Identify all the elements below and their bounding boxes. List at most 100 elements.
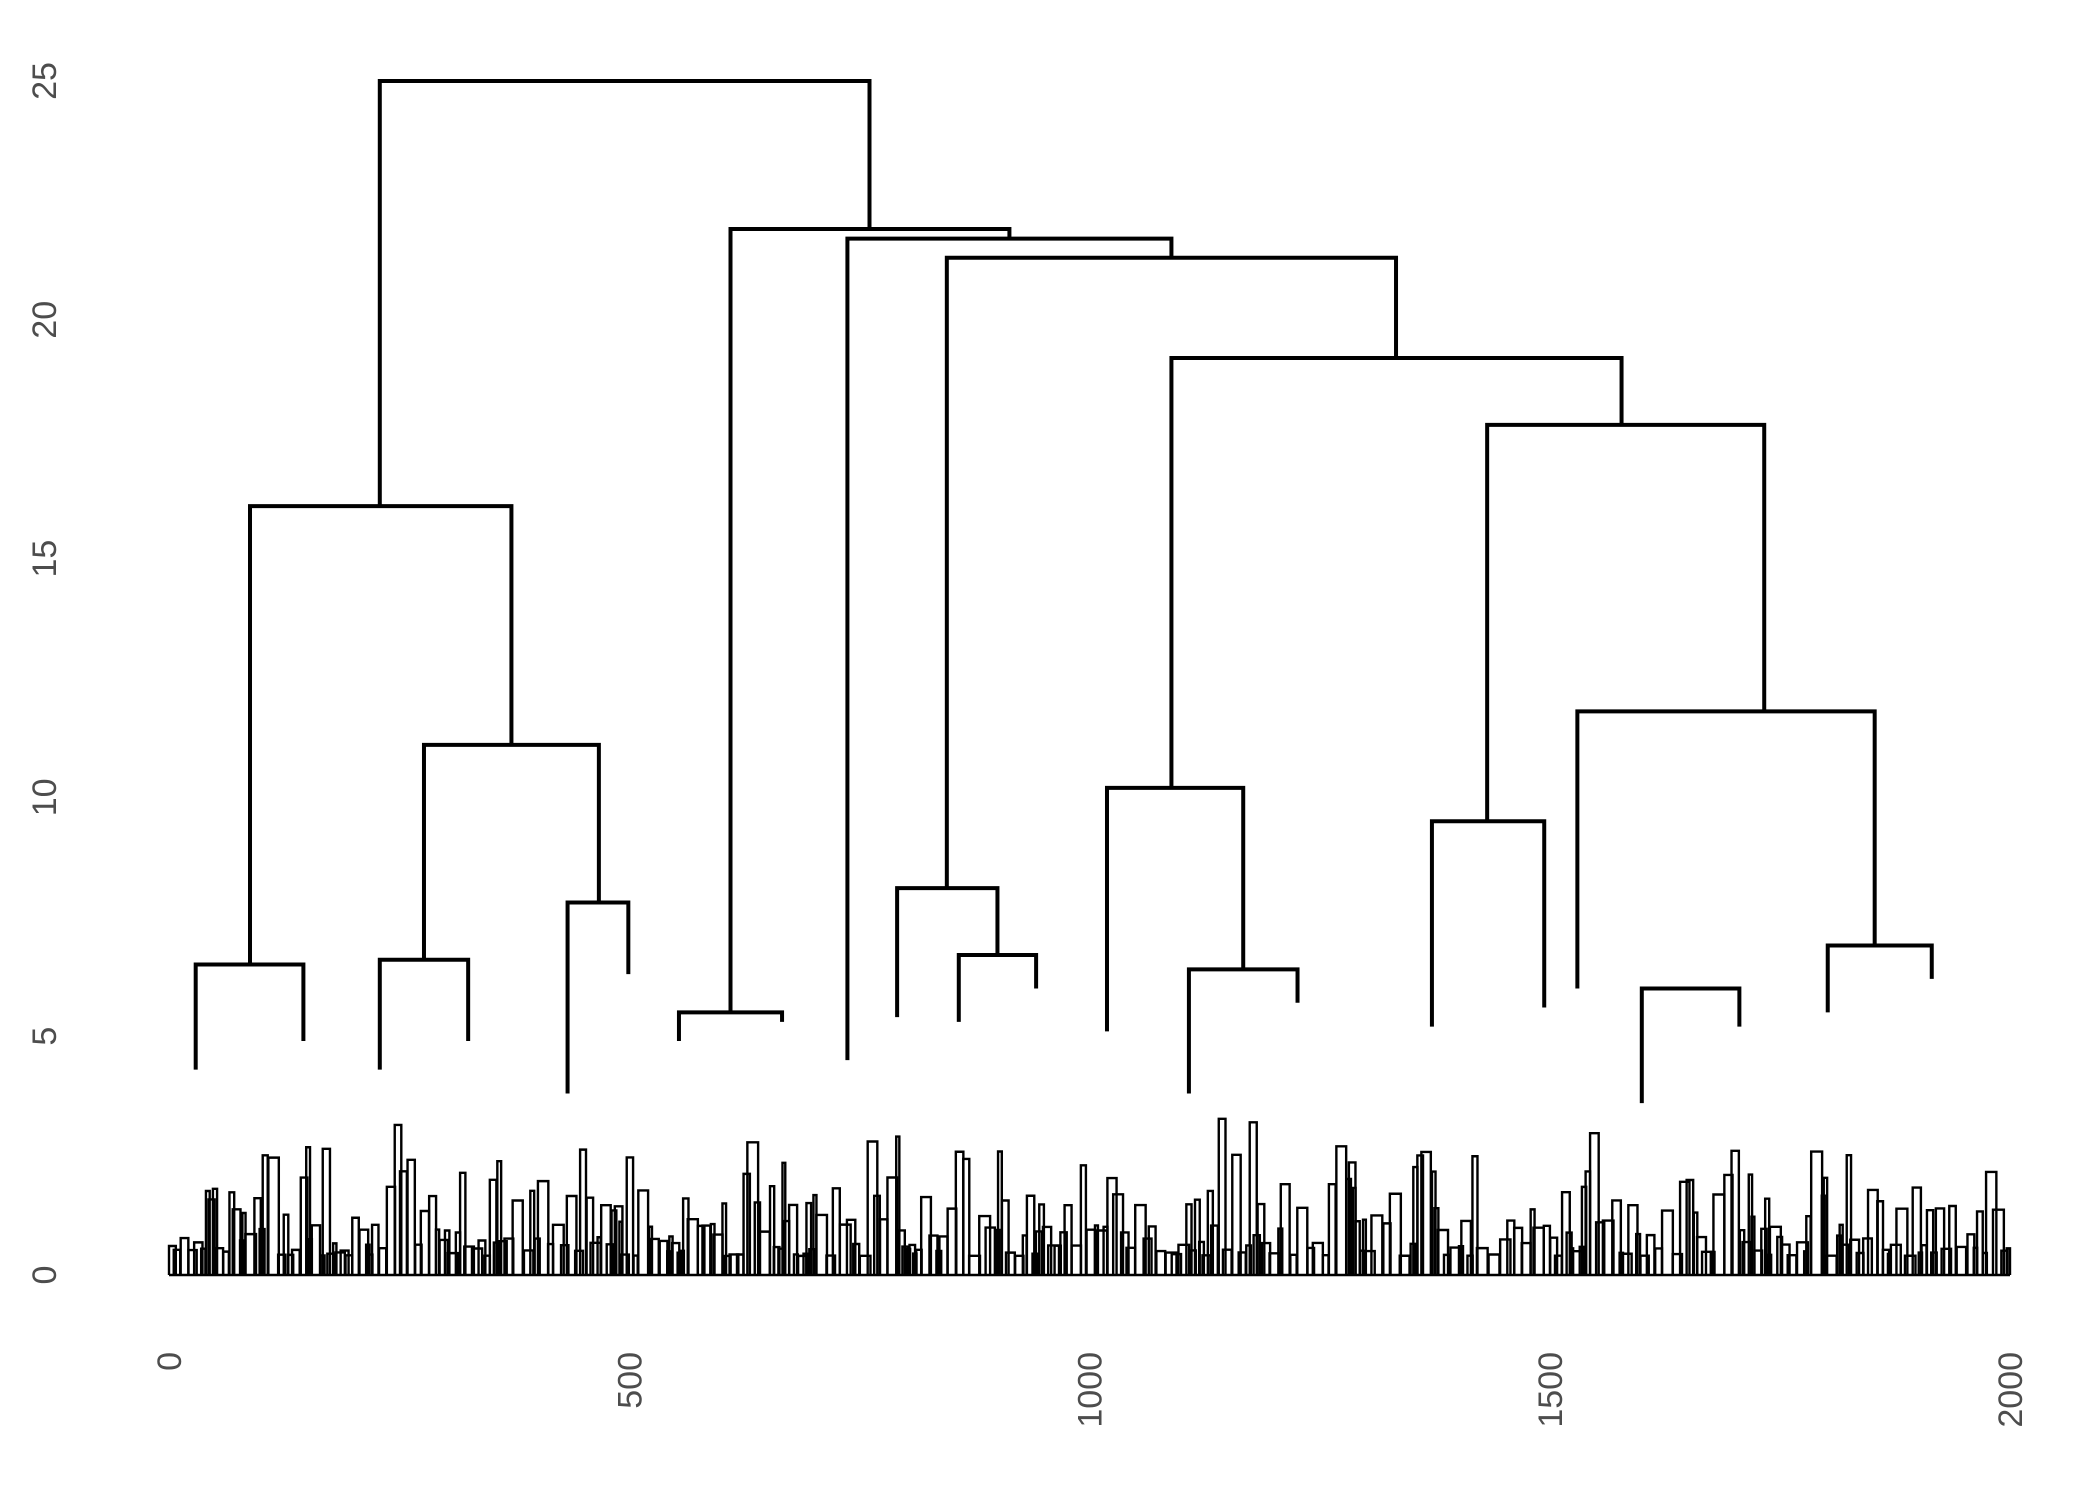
leaf-branch bbox=[605, 1243, 615, 1275]
leaf-branch bbox=[781, 1161, 787, 1275]
leaf-branch bbox=[701, 1224, 712, 1275]
leaf-branch bbox=[1231, 1153, 1242, 1275]
leaf-branch bbox=[1627, 1204, 1639, 1275]
leaf-branch bbox=[721, 1202, 728, 1275]
merge-link bbox=[565, 900, 631, 1094]
leaf-branch bbox=[1106, 1176, 1118, 1275]
leaf-branch bbox=[290, 1248, 301, 1275]
leaf-branch bbox=[805, 1201, 813, 1275]
merge-link bbox=[377, 957, 471, 1070]
leaf-branch bbox=[1845, 1153, 1853, 1275]
leaf-branch bbox=[496, 1159, 503, 1275]
leaf-branch bbox=[1070, 1244, 1083, 1275]
leaf-branch bbox=[1119, 1231, 1130, 1275]
leaf-branch bbox=[470, 1247, 484, 1275]
leaf-branch bbox=[1925, 1208, 1935, 1275]
leaf-branch bbox=[529, 1189, 536, 1275]
leaf-branch bbox=[1237, 1251, 1247, 1275]
leaf-branch bbox=[1730, 1149, 1741, 1275]
leaf-branch bbox=[1206, 1189, 1215, 1275]
merge-link bbox=[1825, 943, 1934, 1013]
leaf-branch bbox=[1920, 1243, 1928, 1275]
merge-link bbox=[1485, 422, 1767, 822]
leaf-branch bbox=[1063, 1204, 1073, 1275]
leaf-branch bbox=[565, 1194, 578, 1275]
leaf-branch bbox=[1911, 1186, 1923, 1275]
x-tick-label: 0 bbox=[151, 1352, 189, 1371]
leaf-branch bbox=[358, 1228, 370, 1275]
leaf-branch bbox=[276, 1253, 287, 1275]
leaf-branch bbox=[1895, 1207, 1909, 1275]
leaf-branch bbox=[1041, 1225, 1053, 1275]
leaf-branch bbox=[1004, 1251, 1016, 1275]
leaf-branch bbox=[228, 1191, 236, 1275]
leaf-branch bbox=[768, 1185, 776, 1275]
y-tick-label: 20 bbox=[26, 301, 64, 339]
leaf-branch bbox=[1849, 1238, 1861, 1275]
leaf-branch bbox=[398, 1170, 409, 1275]
leaf-branch bbox=[815, 1213, 829, 1275]
leaf-branch bbox=[1487, 1253, 1501, 1275]
leaf-branch bbox=[1436, 1228, 1450, 1275]
leaf-branch bbox=[351, 1216, 360, 1275]
leaf-branch bbox=[339, 1249, 350, 1275]
merge-link bbox=[1639, 986, 1742, 1104]
leaf-branch bbox=[364, 1243, 371, 1275]
leaf-branch bbox=[511, 1199, 524, 1275]
merge-link bbox=[1104, 785, 1246, 1032]
leaf-branch bbox=[1840, 1243, 1851, 1275]
leaf-branch bbox=[167, 1244, 178, 1275]
leaf-branch bbox=[901, 1245, 910, 1275]
leaf-branch bbox=[649, 1237, 660, 1275]
leaf-branch bbox=[551, 1223, 565, 1275]
leaf-branch bbox=[1553, 1254, 1563, 1275]
leaf-branch bbox=[728, 1253, 740, 1275]
leaf-branch bbox=[895, 1135, 901, 1275]
leaf-branch bbox=[1948, 1204, 1957, 1275]
leaf-branch bbox=[1639, 1254, 1650, 1275]
merge-link bbox=[1186, 967, 1300, 1094]
leaf-branch bbox=[1601, 1219, 1615, 1275]
leaf-branch bbox=[1000, 1199, 1010, 1275]
merge-link bbox=[728, 227, 1012, 1013]
leaf-branch bbox=[1279, 1182, 1291, 1275]
merge-link bbox=[193, 962, 306, 1070]
leaf-branch bbox=[1588, 1131, 1600, 1275]
leaf-branch bbox=[1460, 1219, 1473, 1275]
leaf-branch bbox=[282, 1213, 290, 1275]
leaf-branch bbox=[1248, 1121, 1258, 1275]
leaf-branch bbox=[446, 1251, 460, 1275]
leaf-branch bbox=[1361, 1218, 1368, 1275]
leaf-branch bbox=[2005, 1247, 2012, 1275]
leaf-branch bbox=[1822, 1176, 1829, 1275]
leaf-branch bbox=[1197, 1240, 1206, 1275]
leaf-branch bbox=[618, 1220, 624, 1275]
leaf-branch bbox=[370, 1223, 380, 1275]
leaf-branch bbox=[1388, 1192, 1403, 1275]
merge-link bbox=[248, 504, 514, 965]
leaf-branch bbox=[746, 1141, 760, 1275]
x-axis-ticks: 0 500 1000 1500 2000 bbox=[151, 1352, 2030, 1428]
leaf-branch bbox=[1984, 1170, 1998, 1275]
leaf-branch bbox=[1471, 1155, 1479, 1275]
leaf-branch bbox=[1177, 1243, 1191, 1275]
leaf-branch bbox=[244, 1232, 258, 1275]
leaf-branch bbox=[536, 1179, 550, 1275]
leaf-branch bbox=[1809, 1150, 1824, 1275]
y-tick-label: 10 bbox=[26, 778, 64, 816]
leaf-branch bbox=[377, 1246, 388, 1275]
leaf-branch bbox=[585, 1196, 595, 1275]
leaf-branch bbox=[1085, 1228, 1097, 1275]
leaf-branch bbox=[1193, 1198, 1201, 1275]
leaf-branch bbox=[1142, 1237, 1153, 1275]
leaf-branch bbox=[458, 1171, 467, 1275]
leaf-branch bbox=[1221, 1248, 1233, 1275]
leaf-branch bbox=[1660, 1209, 1675, 1275]
leaf-branch bbox=[498, 1239, 508, 1275]
merge-link bbox=[421, 742, 601, 960]
merge-link bbox=[1429, 819, 1547, 1027]
leaf-branch bbox=[267, 1156, 281, 1275]
leaf-branch bbox=[204, 1189, 211, 1275]
leaf-branch bbox=[825, 1254, 837, 1275]
